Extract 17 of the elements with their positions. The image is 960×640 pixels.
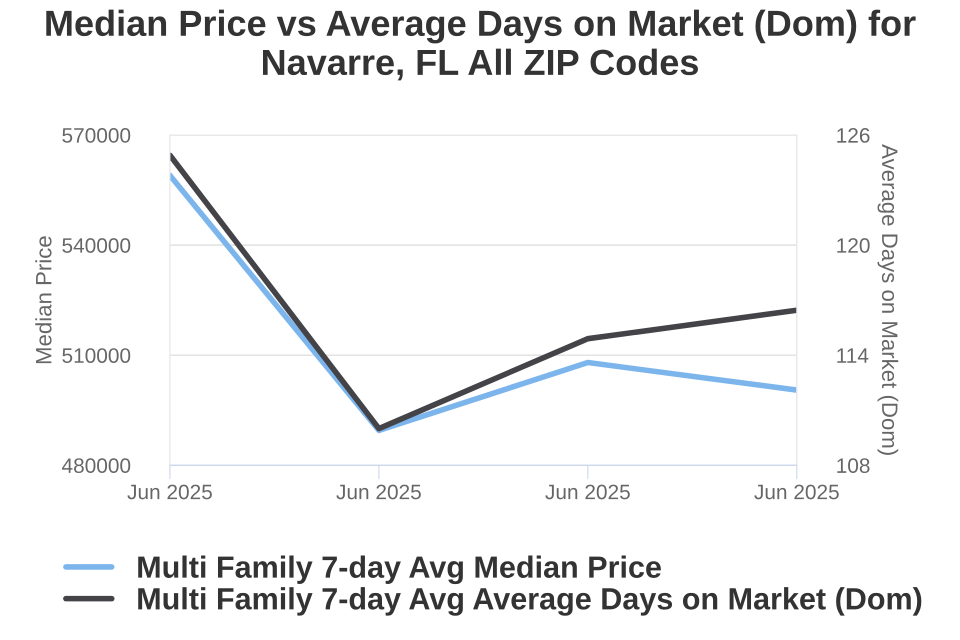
- legend-label: Multi Family 7-day Avg Median Price: [138, 556, 661, 584]
- y-tick-label: 510000: [62, 348, 130, 363]
- x-tick-label: Jun 2025: [127, 484, 212, 500]
- legend-label: Multi Family 7-day Avg Average Days on Market (Dom): [138, 587, 922, 616]
- y2-tick-label: 120: [837, 238, 870, 253]
- y2-tick-label: 114: [837, 348, 868, 363]
- x-tick-label: Jun 2025: [545, 484, 630, 500]
- y2-tick-label: 126: [837, 128, 870, 143]
- y-tick-label: 480000: [62, 458, 130, 474]
- x-tick-label: Jun 2025: [336, 484, 421, 500]
- y2-tick-label: 108: [837, 458, 870, 474]
- y2-axis-title: Average Days on Market (Dom): [878, 144, 898, 455]
- y-tick-label: 570000: [62, 128, 130, 143]
- x-tick-label: Jun 2025: [754, 484, 839, 500]
- chart-title: Median Price vs Average Days on Market (Dom) for Navarre, FL All ZIP Codes: [46, 10, 916, 80]
- y-tick-label: 540000: [62, 238, 130, 253]
- y-axis-title: Median Price: [35, 236, 52, 364]
